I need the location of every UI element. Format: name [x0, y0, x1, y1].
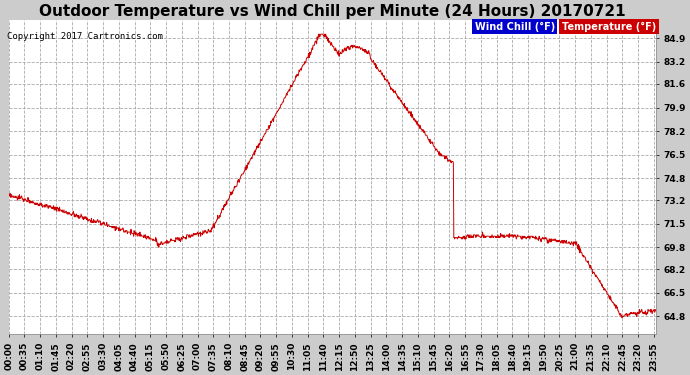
Text: Temperature (°F): Temperature (°F)	[562, 22, 656, 32]
Text: Copyright 2017 Cartronics.com: Copyright 2017 Cartronics.com	[7, 32, 163, 41]
Title: Outdoor Temperature vs Wind Chill per Minute (24 Hours) 20170721: Outdoor Temperature vs Wind Chill per Mi…	[39, 4, 626, 19]
Text: Wind Chill (°F): Wind Chill (°F)	[475, 22, 555, 32]
